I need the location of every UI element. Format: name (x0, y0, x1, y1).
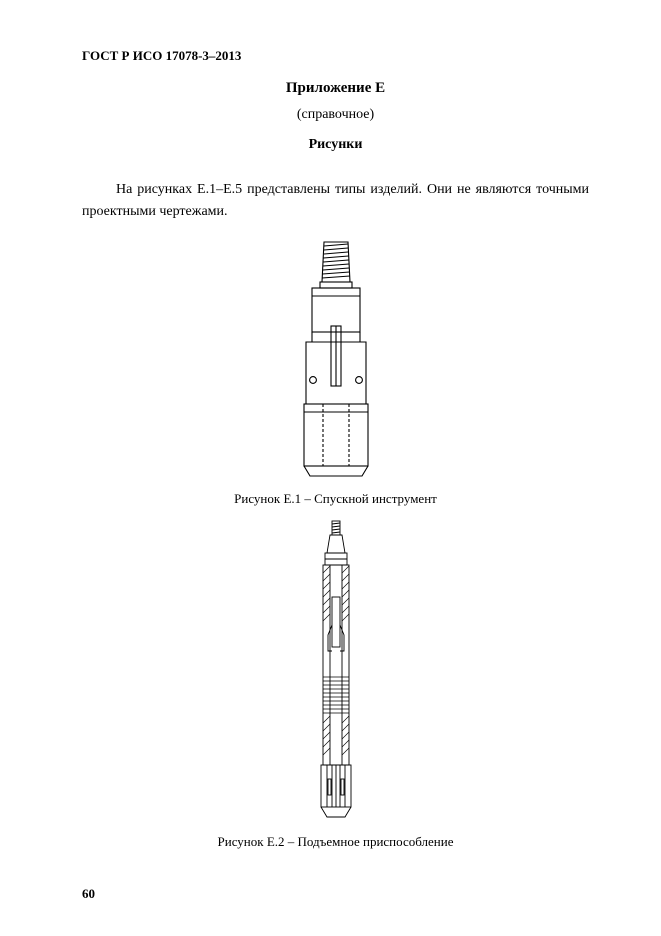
title-block: Приложение Е (справочное) Рисунки (82, 80, 589, 153)
figure-e1: Рисунок Е.1 – Спускной инструмент (82, 236, 589, 507)
figure-e2: Рисунок Е.2 – Подъемное приспособление (82, 517, 589, 850)
appendix-title: Приложение Е (82, 80, 589, 97)
page: ГОСТ Р ИСО 17078-3–2013 Приложение Е (сп… (0, 0, 661, 936)
intro-paragraph: На рисунках Е.1–Е.5 представлены типы из… (82, 179, 589, 222)
standard-id: ГОСТ Р ИСО 17078-3–2013 (82, 48, 589, 64)
figure-e1-caption: Рисунок Е.1 – Спускной инструмент (82, 491, 589, 507)
figure-e2-caption: Рисунок Е.2 – Подъемное приспособление (82, 834, 589, 850)
appendix-section-title: Рисунки (82, 137, 589, 153)
page-number: 60 (82, 886, 95, 902)
figure-e2-drawing (308, 517, 364, 823)
figure-e1-drawing (290, 236, 382, 480)
appendix-subtitle: (справочное) (82, 107, 589, 123)
